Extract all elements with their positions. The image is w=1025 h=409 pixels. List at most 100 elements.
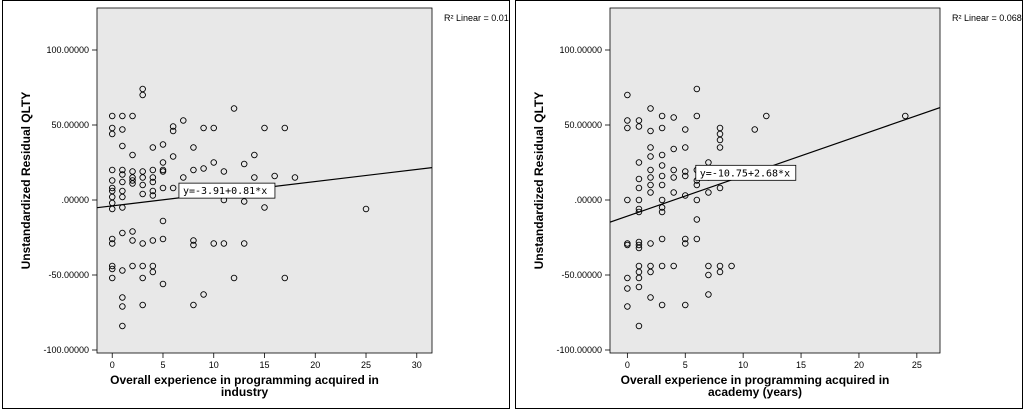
data-point <box>210 240 217 247</box>
data-point <box>230 105 238 112</box>
data-point <box>261 204 268 211</box>
data-point <box>647 166 654 174</box>
data-point <box>670 145 677 153</box>
x-tick-label: 15 <box>796 360 806 370</box>
data-point <box>705 271 712 279</box>
data-point <box>108 205 116 213</box>
data-point <box>670 114 677 121</box>
data-points <box>108 85 370 330</box>
data-point <box>647 181 654 189</box>
y-axis-label: Unstandardized Residual QLTY <box>532 92 546 270</box>
data-point <box>169 127 177 135</box>
data-point <box>682 126 689 133</box>
data-point <box>129 177 136 184</box>
data-point <box>635 208 643 216</box>
data-point <box>119 112 126 120</box>
data-point <box>647 127 654 135</box>
y-tick-label: .00000 <box>61 195 89 205</box>
data-point <box>119 142 126 150</box>
data-point <box>190 144 197 151</box>
data-point <box>139 274 146 282</box>
data-point <box>647 189 654 196</box>
data-point <box>716 184 724 192</box>
r-squared-label: R² Linear = 0.068 <box>952 13 1022 23</box>
data-point <box>635 205 643 213</box>
data-point <box>108 240 116 247</box>
data-point <box>159 217 167 225</box>
data-point <box>169 184 177 192</box>
data-point <box>119 322 126 330</box>
data-point <box>129 228 136 235</box>
data-point <box>139 174 146 181</box>
data-point <box>635 175 643 183</box>
data-point <box>230 274 238 282</box>
data-point <box>210 124 217 132</box>
data-point <box>119 193 126 201</box>
data-point <box>281 274 289 282</box>
x-tick-label: 0 <box>625 360 630 370</box>
data-point <box>139 240 146 247</box>
data-point <box>220 240 228 247</box>
data-point <box>647 105 654 112</box>
y-tick-label: 50.00000 <box>564 120 602 130</box>
data-point <box>220 168 228 175</box>
x-tick-label: 10 <box>738 360 748 370</box>
data-point <box>159 168 167 175</box>
data-point <box>190 241 197 249</box>
data-point <box>647 294 654 301</box>
data-point <box>169 153 177 160</box>
data-point <box>190 301 197 309</box>
x-tick-label: 30 <box>412 360 422 370</box>
data-point <box>658 151 666 159</box>
data-point <box>647 240 654 247</box>
data-point <box>624 303 631 310</box>
data-point <box>682 240 689 247</box>
y-axis-label: Unstandardized Residual QLTY <box>19 92 33 270</box>
data-point <box>658 208 666 216</box>
data-point <box>119 267 126 274</box>
y-tick-label: -100.00000 <box>556 345 602 355</box>
data-point <box>624 285 631 292</box>
data-point <box>200 291 207 298</box>
data-point <box>624 124 631 132</box>
x-tick-label: 15 <box>259 360 269 370</box>
equation-box <box>695 164 797 181</box>
data-point <box>635 322 643 330</box>
data-point <box>635 184 643 192</box>
regression-line <box>610 107 940 223</box>
data-point <box>108 262 116 270</box>
data-point <box>119 303 126 310</box>
data-point <box>108 235 116 243</box>
data-point <box>658 196 666 204</box>
data-point <box>658 301 666 309</box>
data-point <box>240 240 248 247</box>
data-point <box>251 151 258 159</box>
data-point <box>200 165 207 172</box>
data-point <box>149 174 157 181</box>
data-point <box>180 117 187 124</box>
data-point <box>119 294 126 301</box>
data-point <box>159 184 167 192</box>
data-point <box>190 237 197 244</box>
data-point <box>119 171 126 178</box>
data-point <box>682 144 689 151</box>
data-point <box>763 112 770 120</box>
data-point <box>647 144 654 151</box>
data-point <box>682 172 689 180</box>
data-point <box>716 136 724 144</box>
data-point <box>670 189 677 196</box>
data-point <box>180 174 187 181</box>
data-point <box>624 274 631 282</box>
data-point <box>159 159 167 166</box>
data-point <box>670 166 677 174</box>
x-axis-label-line: Overall experience in programming acquir… <box>110 373 379 387</box>
data-point <box>635 283 643 291</box>
data-point <box>108 265 116 273</box>
data-point <box>129 262 136 270</box>
x-axis-label-line: industry <box>221 385 269 399</box>
data-point <box>159 235 167 243</box>
scatter-chart-academy: -100.00000 -50.00000 .00000 50.00000 100.000… <box>515 0 1023 409</box>
data-point <box>129 237 136 244</box>
x-tick-label: 0 <box>110 360 115 370</box>
y-tick-label: -50.00000 <box>48 270 89 280</box>
